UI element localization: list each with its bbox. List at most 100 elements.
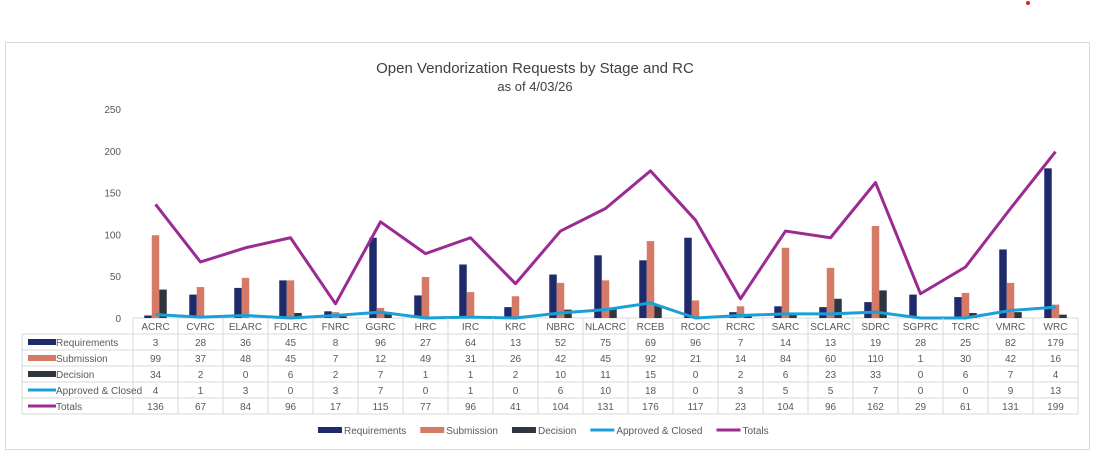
bar-decision [159, 289, 167, 318]
x-category-label: NBRC [546, 322, 574, 333]
bar-submission [646, 241, 655, 318]
bar-submission [871, 226, 880, 318]
table-cell: 21 [690, 354, 702, 365]
table-cell: 3 [153, 338, 159, 349]
table-cell: 48 [240, 354, 252, 365]
chart-title: Open Vendorization Requests by Stage and… [376, 60, 694, 77]
bar-decision [1059, 314, 1067, 318]
table-cell: 96 [375, 338, 387, 349]
bar-requirements [144, 315, 152, 318]
bar-submission [961, 292, 970, 318]
bar-submission [556, 282, 565, 318]
bar-requirements [999, 249, 1007, 318]
table-cell: 69 [645, 338, 657, 349]
bar-requirements [1044, 168, 1052, 318]
bar-submission [1006, 282, 1015, 318]
table-cell: 16 [1050, 354, 1062, 365]
table-cell: 67 [195, 402, 207, 413]
table-cell: 2 [198, 370, 204, 381]
table-cell: 12 [375, 354, 387, 365]
table-cell: 6 [963, 370, 969, 381]
table-legend-key [28, 339, 56, 345]
bar-requirements [909, 294, 917, 318]
table-cell: 3 [243, 386, 249, 397]
table-cell: 96 [825, 402, 837, 413]
table-cell: 42 [1005, 354, 1017, 365]
table-cell: 41 [510, 402, 522, 413]
table-cell: 13 [1050, 386, 1062, 397]
table-cell: 115 [373, 402, 389, 413]
table-cell: 52 [555, 338, 567, 349]
x-category-label: ACRC [141, 322, 169, 333]
table-cell: 84 [780, 354, 792, 365]
table-cell: 9 [1008, 386, 1014, 397]
table-cell: 0 [918, 386, 924, 397]
bar-requirements [684, 237, 692, 318]
table-cell: 117 [688, 402, 704, 413]
table-cell: 1 [918, 354, 924, 365]
x-category-label: CVRC [186, 322, 214, 333]
bar-submission [826, 267, 835, 318]
bar-requirements [594, 255, 602, 318]
chart-subtitle: as of 4/03/26 [497, 79, 572, 94]
table-cell: 7 [378, 370, 384, 381]
table-cell: 77 [420, 402, 432, 413]
line-approved-closed [155, 301, 1056, 320]
table-cell: 92 [645, 354, 657, 365]
table-cell: 34 [150, 370, 162, 381]
table-cell: 15 [645, 370, 657, 381]
table-cell: 5 [783, 386, 789, 397]
x-category-label: SDRC [861, 322, 889, 333]
table-cell: 6 [288, 370, 294, 381]
table-cell: 0 [963, 386, 969, 397]
table-cell: 176 [642, 402, 659, 413]
table-cell: 4 [153, 386, 159, 397]
bar-submission [736, 306, 745, 318]
table-cell: 7 [333, 354, 339, 365]
table-cell: 1 [468, 386, 474, 397]
table-cell: 131 [597, 402, 614, 413]
table-cell: 3 [333, 386, 339, 397]
table-cell: 99 [150, 354, 162, 365]
legend-label: Requirements [344, 426, 406, 437]
table-cell: 131 [1002, 402, 1019, 413]
table-cell: 17 [330, 402, 342, 413]
legend-label: Totals [743, 426, 769, 437]
bar-requirements [549, 274, 557, 318]
bar-submission [151, 235, 160, 318]
table-cell: 10 [555, 370, 567, 381]
table-cell: 0 [423, 386, 429, 397]
table-cell: 5 [828, 386, 834, 397]
bar-decision [609, 308, 617, 318]
table-cell: 33 [870, 370, 882, 381]
table-cell: 14 [735, 354, 747, 365]
table-cell: 18 [645, 386, 657, 397]
table-cell: 96 [285, 402, 297, 413]
x-category-label: KRC [505, 322, 526, 333]
bar-submission [601, 280, 610, 318]
bar-submission [286, 280, 295, 318]
table-cell: 8 [333, 338, 339, 349]
x-category-label: RCOC [681, 322, 710, 333]
table-cell: 0 [918, 370, 924, 381]
table-cell: 36 [240, 338, 252, 349]
legend-label: Approved & Closed [616, 426, 702, 437]
bar-submission [691, 300, 700, 318]
bar-requirements [774, 306, 782, 318]
bar-decision [384, 312, 392, 318]
table-cell: 0 [243, 370, 249, 381]
table-cell: 6 [783, 370, 789, 381]
table-cell: 0 [693, 386, 699, 397]
y-tick-label: 250 [104, 105, 121, 116]
y-tick-label: 0 [115, 314, 121, 325]
table-cell: 27 [420, 338, 432, 349]
table-cell: 7 [378, 386, 384, 397]
bar-submission [421, 277, 430, 318]
bar-submission [511, 296, 520, 318]
table-cell: 30 [960, 354, 972, 365]
table-cell: 42 [555, 354, 567, 365]
table-cell: 110 [868, 354, 884, 365]
y-tick-label: 200 [104, 147, 121, 158]
bar-decision [339, 316, 347, 318]
